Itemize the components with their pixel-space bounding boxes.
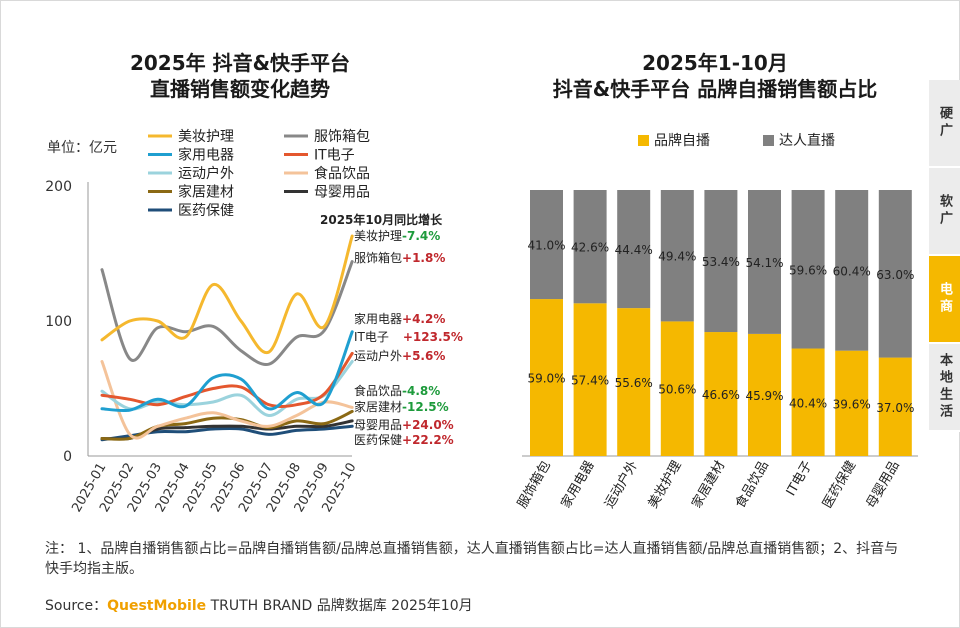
legend-label: 食品饮品 xyxy=(314,165,370,182)
bar-own-服饰箱包 xyxy=(530,299,563,456)
category-label: 家居建材 xyxy=(688,458,728,511)
own-value-label: 45.9% xyxy=(745,389,783,403)
legend-label: 家用电器 xyxy=(178,147,234,164)
legend-label: 服饰箱包 xyxy=(314,129,370,145)
source-line: Source：QuestMobile TRUTH BRAND 品牌数据库 202… xyxy=(45,595,473,615)
y-tick-label: 200 xyxy=(45,179,72,195)
side-tab-ecommerce[interactable]: 电商 xyxy=(929,256,960,344)
legend-label: 美妆护理 xyxy=(178,129,234,145)
growth-label: 运动户外+5.6% xyxy=(354,348,445,363)
category-label: 服饰箱包 xyxy=(514,458,554,511)
category-label: 食品饮品 xyxy=(732,458,772,511)
y-tick-label: 100 xyxy=(45,314,72,330)
source-brand: QuestMobile xyxy=(107,598,207,614)
series-line-服饰箱包 xyxy=(100,260,354,367)
kol-value-label: 59.6% xyxy=(789,263,827,277)
bar-kol-医药保健 xyxy=(835,190,869,351)
side-tab-local-life[interactable]: 本地生活 xyxy=(929,344,960,432)
legend-label: IT电子 xyxy=(314,148,355,164)
own-value-label: 50.6% xyxy=(658,383,696,397)
kol-value-label: 44.4% xyxy=(615,243,653,257)
growth-label: 医药保健+22.2% xyxy=(354,433,454,447)
series-line-运动户外 xyxy=(100,360,354,417)
legend-swatch xyxy=(638,135,649,146)
bar-kol-家用电器 xyxy=(573,190,607,304)
kol-value-label: 41.0% xyxy=(527,239,565,253)
bar-own-美妆护理 xyxy=(660,321,694,456)
side-tab-soft-ads[interactable]: 软广 xyxy=(929,168,960,256)
bar-kol-食品饮品 xyxy=(748,190,781,334)
own-value-label: 37.0% xyxy=(876,401,914,415)
line-chart: 单位：亿元01002002025-012025-022025-032025-04… xyxy=(45,129,463,515)
series-line-美妆护理 xyxy=(100,234,354,355)
bar-kol-运动户外 xyxy=(617,190,651,309)
bar-kol-服饰箱包 xyxy=(530,190,563,300)
bar-kol-IT电子 xyxy=(791,190,825,349)
series-line-家居建材 xyxy=(100,409,354,441)
bar-chart-title: 2025年1-10月 抖音&快手平台 品牌自播销售额占比 xyxy=(552,51,878,101)
growth-label: 美妆护理-7.4% xyxy=(354,229,440,243)
growth-label: 家居建材-12.5% xyxy=(354,399,449,414)
kol-value-label: 53.4% xyxy=(702,255,740,269)
own-value-label: 57.4% xyxy=(571,374,609,388)
kol-value-label: 49.4% xyxy=(658,250,696,264)
category-label: 家用电器 xyxy=(558,458,598,511)
own-value-label: 39.6% xyxy=(833,397,871,411)
bar-kol-美妆护理 xyxy=(660,190,694,322)
bar-own-食品饮品 xyxy=(748,333,781,456)
bar-own-运动户外 xyxy=(617,308,651,456)
growth-title: 2025年10月同比增长 xyxy=(320,212,443,227)
own-value-label: 40.4% xyxy=(789,396,827,410)
bar-kol-母婴用品 xyxy=(878,190,912,358)
bar-own-家用电器 xyxy=(573,303,607,456)
source-rest: TRUTH BRAND 品牌数据库 2025年10月 xyxy=(206,598,473,614)
side-tab-hard-ads[interactable]: 硬广 xyxy=(929,80,960,168)
kol-value-label: 63.0% xyxy=(876,268,914,282)
legend-label: 运动户外 xyxy=(178,165,234,182)
legend-label: 医药保健 xyxy=(178,203,234,219)
bar-chart: 品牌自播 达人直播 41.0% 59.0% 服饰箱包 42.6% 57.4% 家用电器 44.4… xyxy=(514,132,918,512)
growth-label: 家用电器+4.2% xyxy=(354,311,445,326)
footnote: 注： 1、品牌自播销售额占比=品牌自播销售额/品牌总直播销售额，达人直播销售额占… xyxy=(45,541,899,577)
line-chart-title: 2025年 抖音&快手平台 直播销售额变化趋势 xyxy=(129,51,351,101)
bar-own-母婴用品 xyxy=(878,357,912,456)
bar-own-家居建材 xyxy=(704,332,738,456)
legend-label: 家居建材 xyxy=(178,184,234,201)
y-tick-label: 0 xyxy=(63,449,72,465)
growth-label: 食品饮品-4.8% xyxy=(354,383,440,398)
kol-value-label: 54.1% xyxy=(745,256,783,270)
category-label: 美妆护理 xyxy=(646,459,685,512)
source-prefix: Source： xyxy=(45,598,108,614)
legend-label: 达人直播 xyxy=(779,132,835,149)
kol-value-label: 60.4% xyxy=(833,264,871,278)
bar-own-医药保健 xyxy=(835,350,869,456)
legend-swatch xyxy=(763,135,774,146)
growth-label: 服饰箱包+1.8% xyxy=(354,250,445,265)
growth-label: IT电子 +123.5% xyxy=(354,330,463,344)
category-label: 运动户外 xyxy=(601,458,641,511)
bar-own-IT电子 xyxy=(791,348,825,456)
legend-label: 品牌自播 xyxy=(654,132,710,149)
category-label: IT电子 xyxy=(784,459,816,499)
series-line-食品饮品 xyxy=(100,360,354,440)
legend-label: 母婴用品 xyxy=(314,185,370,201)
bar-kol-家居建材 xyxy=(704,190,738,333)
own-value-label: 46.6% xyxy=(702,388,740,402)
own-value-label: 59.0% xyxy=(527,372,565,386)
category-label: 医药保健 xyxy=(820,459,859,512)
own-value-label: 55.6% xyxy=(615,376,653,390)
kol-value-label: 42.6% xyxy=(571,241,609,255)
series-line-家用电器 xyxy=(100,330,354,413)
unit-label: 单位：亿元 xyxy=(47,140,117,156)
side-tabs: 硬广 软广 电商 本地生活 xyxy=(929,80,960,432)
growth-label: 母婴用品+24.0% xyxy=(354,418,454,432)
category-label: 母婴用品 xyxy=(864,459,903,512)
